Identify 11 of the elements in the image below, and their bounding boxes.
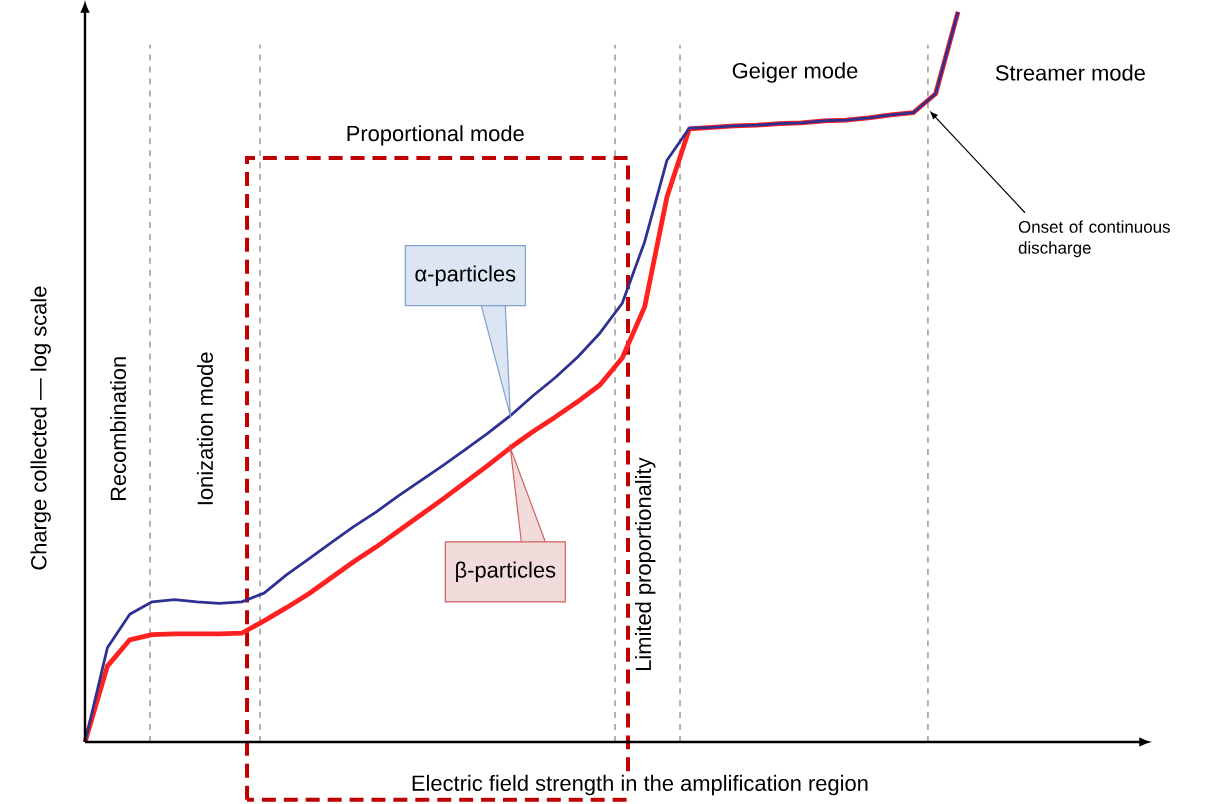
y-axis-title: Charge collected — log scale [30, 286, 51, 570]
annotation: Geiger mode [732, 62, 858, 83]
annotation: Ionization mode [196, 352, 213, 505]
annotation: Limited proportionality [635, 457, 656, 671]
text: Streamer mode [995, 64, 1145, 81]
text: β-particles [456, 561, 556, 583]
annotation: Proportional mode [347, 125, 524, 146]
text: α-particles [415, 265, 516, 286]
text: Onset of continuous discharge [1018, 220, 1170, 258]
annotation: Recombination [109, 357, 127, 501]
x-axis-title: Electric field strength in the amplification region [412, 774, 868, 796]
